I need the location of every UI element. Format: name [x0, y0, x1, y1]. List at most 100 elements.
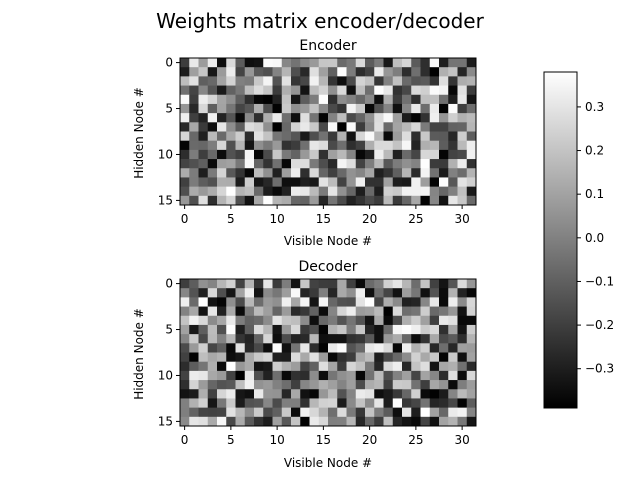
encoder-cell	[337, 67, 347, 77]
decoder-cell	[207, 416, 218, 427]
encoder-cell	[180, 94, 190, 105]
encoder-cell	[466, 149, 477, 160]
decoder-cell	[337, 389, 347, 399]
encoder-cell	[207, 186, 218, 197]
encoder-cell	[189, 85, 199, 96]
encoder-cell	[281, 177, 292, 188]
encoder-cell	[318, 149, 329, 160]
decoder-cell	[198, 389, 209, 399]
encoder-cell	[198, 149, 209, 160]
encoder-cell	[254, 67, 264, 77]
decoder-cell	[281, 352, 292, 363]
decoder-cell	[291, 361, 301, 372]
encoder-cell	[411, 67, 421, 77]
encoder-cell	[207, 113, 218, 123]
encoder-cell	[217, 159, 227, 169]
encoder-cell	[439, 168, 449, 178]
decoder-cell	[309, 315, 320, 326]
encoder-cell	[189, 122, 199, 132]
decoder-cell	[457, 306, 468, 317]
encoder-cell	[365, 94, 375, 105]
decoder-cell	[383, 380, 394, 390]
encoder-cell	[291, 58, 301, 68]
decoder-cell	[392, 380, 403, 390]
decoder-cell	[402, 352, 412, 363]
decoder-cell	[180, 389, 190, 399]
decoder-cell	[383, 361, 394, 372]
decoder-cell	[355, 315, 366, 326]
encoder-cell	[374, 177, 384, 188]
decoder-cell	[291, 334, 301, 344]
encoder-cell	[189, 58, 199, 68]
decoder-cell	[235, 370, 246, 381]
encoder-cell	[439, 159, 449, 169]
decoder-cell	[420, 361, 431, 372]
decoder-cell	[392, 343, 403, 353]
decoder-cell	[355, 288, 366, 298]
encoder-cell	[281, 168, 292, 178]
decoder-cell	[346, 279, 357, 289]
decoder-cell	[244, 352, 255, 363]
decoder-cell	[300, 389, 310, 399]
encoder-cell	[189, 76, 199, 86]
encoder-cell	[365, 122, 375, 132]
encoder-cell	[346, 103, 357, 114]
encoder-cell	[420, 131, 431, 142]
encoder-x-ticks: 0 5 10 15 20 25 30	[181, 205, 470, 226]
decoder-cell	[448, 380, 458, 390]
decoder-cell	[457, 398, 468, 409]
decoder-cell	[448, 352, 458, 363]
decoder-cell	[346, 297, 357, 307]
decoder-cell	[346, 361, 357, 372]
encoder-cell	[420, 103, 431, 114]
decoder-cell	[365, 407, 375, 418]
encoder-cell	[217, 85, 227, 96]
decoder-cell	[402, 389, 412, 399]
encoder-cell	[402, 159, 412, 169]
decoder-cell	[439, 297, 449, 307]
encoder-cell	[272, 94, 283, 105]
encoder-cell	[207, 168, 218, 178]
decoder-cell	[439, 398, 449, 409]
decoder-cell	[429, 398, 440, 409]
encoder-cell	[291, 168, 301, 178]
decoder-cell	[189, 352, 199, 363]
decoder-cell	[411, 324, 421, 335]
decoder-cell	[420, 288, 431, 298]
encoder-cell	[466, 103, 477, 114]
decoder-cell	[392, 352, 403, 363]
encoder-cell	[328, 149, 338, 160]
encoder-cell	[217, 103, 227, 114]
decoder-cell	[466, 416, 477, 427]
decoder-cell	[383, 297, 394, 307]
decoder-cell	[180, 352, 190, 363]
encoder-cell	[337, 140, 347, 151]
decoder-cell	[318, 416, 329, 427]
decoder-cell	[318, 380, 329, 390]
decoder-x-tick-label: 25	[408, 433, 423, 447]
decoder-cell	[180, 416, 190, 427]
encoder-cell	[429, 168, 440, 178]
encoder-cell	[402, 131, 412, 142]
decoder-cell	[263, 306, 273, 317]
decoder-cell	[429, 306, 440, 317]
decoder-y-tick-label: 5	[165, 323, 173, 337]
encoder-cell	[226, 140, 236, 151]
encoder-cell	[272, 76, 283, 86]
encoder-cell	[328, 168, 338, 178]
encoder-cell	[392, 177, 403, 188]
decoder-cell	[337, 288, 347, 298]
encoder-cell	[355, 58, 366, 68]
encoder-cell	[263, 58, 273, 68]
decoder-cell	[328, 297, 338, 307]
encoder-cell	[300, 94, 310, 105]
decoder-cell	[374, 315, 384, 326]
decoder-cell	[309, 407, 320, 418]
encoder-cell	[383, 159, 394, 169]
encoder-cell	[383, 168, 394, 178]
encoder-cell	[457, 113, 468, 123]
decoder-cell	[374, 398, 384, 409]
encoder-cell	[337, 113, 347, 123]
decoder-cell	[328, 361, 338, 372]
decoder-cell	[291, 380, 301, 390]
